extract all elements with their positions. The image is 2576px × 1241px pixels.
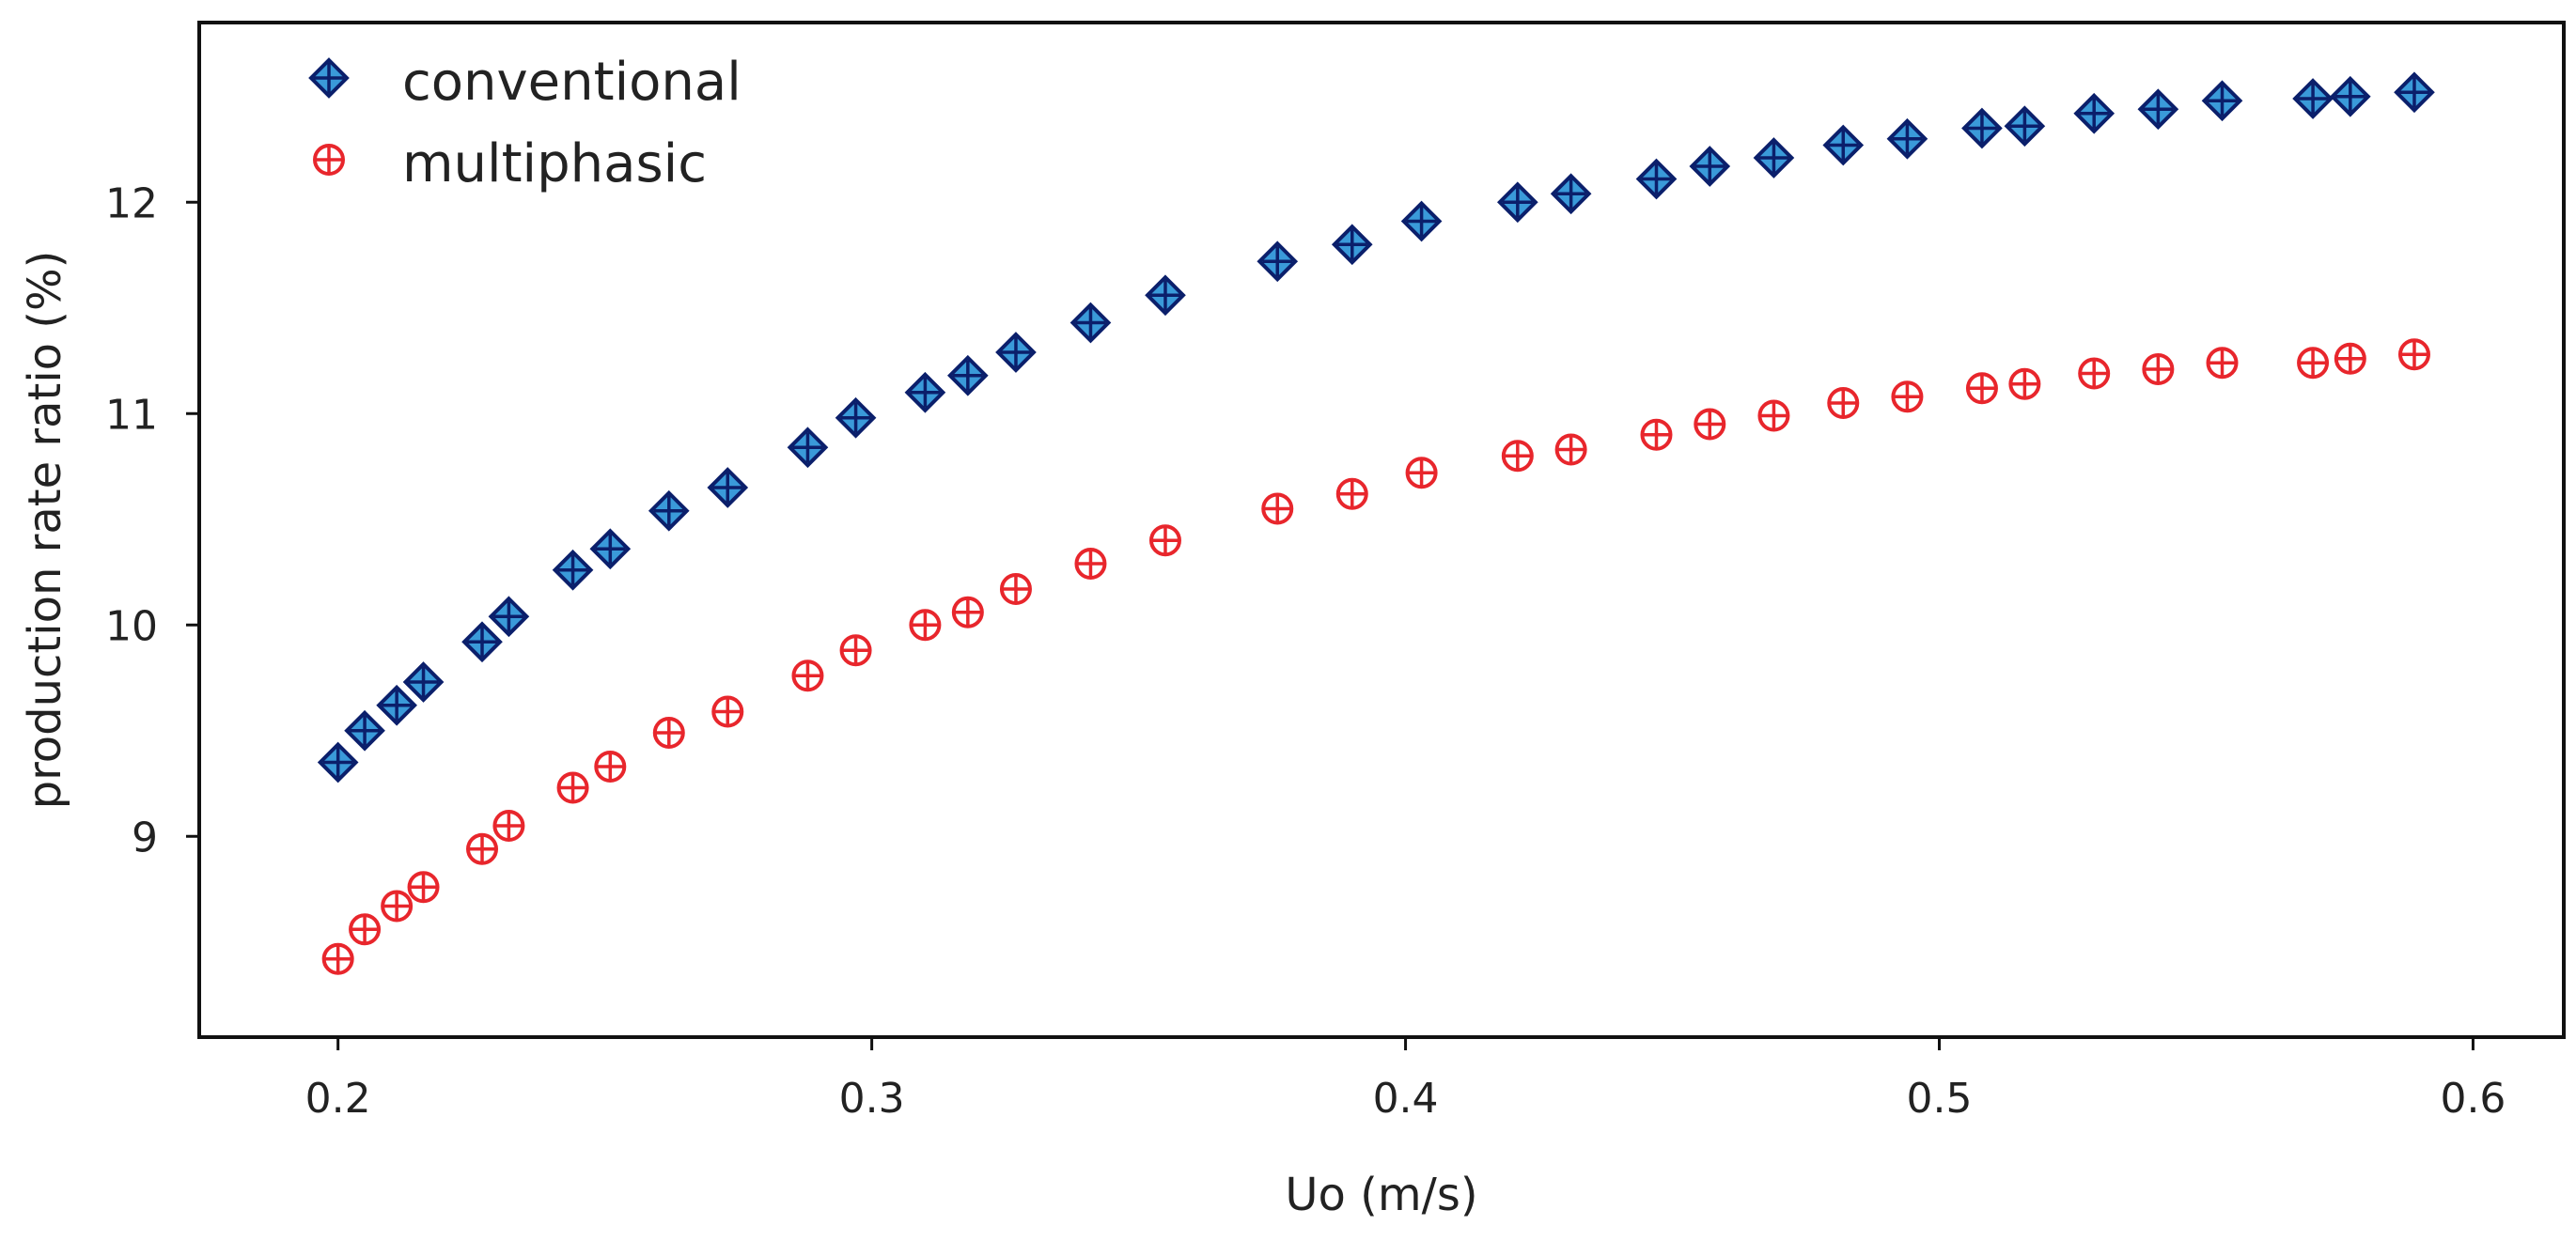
x-tick-label: 0.6 [2440, 1075, 2506, 1123]
legend-label-conventional: conventional [402, 52, 742, 113]
data-point-multiphasic [2397, 338, 2430, 371]
data-point-multiphasic [492, 810, 525, 842]
data-point-conventional [344, 709, 385, 752]
data-point-conventional [1496, 181, 1538, 224]
legend-label-multiphasic: multiphasic [402, 133, 707, 194]
data-point-conventional [2394, 71, 2435, 114]
legend-marker-multiphasic [313, 144, 345, 176]
data-point-multiphasic [652, 717, 685, 749]
data-point-multiphasic [791, 659, 824, 692]
data-point-multiphasic [321, 942, 354, 975]
data-point-conventional [1400, 200, 1443, 242]
x-axis-label: Uo (m/s) [1285, 1169, 1477, 1221]
data-points [317, 71, 2435, 975]
data-point-multiphasic [466, 832, 499, 865]
y-tick-label: 12 [105, 179, 158, 227]
data-point-conventional [317, 741, 359, 783]
plot-frame [197, 21, 2566, 1039]
data-point-conventional [1961, 107, 2003, 149]
data-point-conventional [1689, 146, 1731, 187]
data-point-conventional [2329, 75, 2371, 117]
x-tick-label: 0.3 [839, 1075, 905, 1123]
data-point-conventional [995, 332, 1037, 373]
data-point-multiphasic [1554, 433, 1587, 466]
data-point-conventional [2201, 80, 2243, 122]
data-point-conventional [376, 684, 417, 726]
data-point-conventional [648, 489, 690, 532]
series-conventional [317, 71, 2435, 783]
data-point-multiphasic [2297, 347, 2330, 380]
y-axis: 9 10 11 12 [105, 179, 199, 861]
data-point-conventional [2292, 78, 2334, 119]
x-tick-label: 0.5 [1907, 1075, 1973, 1123]
data-point-multiphasic [1891, 380, 1924, 413]
y-tick-label: 9 [132, 814, 158, 861]
data-point-conventional [402, 661, 445, 703]
data-point-multiphasic [1148, 524, 1181, 557]
data-point-multiphasic [839, 634, 872, 667]
data-point-multiphasic [1694, 408, 1726, 441]
data-point-multiphasic [381, 890, 414, 923]
data-point-multiphasic [2078, 357, 2111, 390]
data-point-multiphasic [2008, 367, 2041, 400]
data-point-multiphasic [1757, 399, 1790, 432]
data-point-multiphasic [349, 913, 382, 946]
data-point-conventional [1886, 117, 1928, 160]
x-tick-label: 0.4 [1373, 1075, 1439, 1123]
data-point-conventional [707, 467, 749, 508]
data-point-conventional [947, 354, 989, 396]
data-point-conventional [589, 528, 632, 570]
data-point-multiphasic [1965, 372, 1998, 405]
x-tick-label: 0.2 [305, 1075, 371, 1123]
data-point-multiphasic [1501, 440, 1534, 473]
data-point-conventional [2004, 105, 2046, 147]
data-point-conventional [461, 621, 503, 663]
legend-marker-symbol [308, 57, 350, 99]
data-point-multiphasic [1074, 548, 1107, 580]
data-point-multiphasic [711, 695, 744, 728]
data-point-conventional [787, 427, 829, 469]
legend: conventional multiphasic [308, 52, 742, 194]
series-multiphasic [321, 338, 2430, 975]
legend-marker-symbol [313, 144, 345, 176]
data-point-conventional [1822, 124, 1865, 166]
y-axis-label: production rate ratio (%) [19, 251, 71, 810]
data-point-multiphasic [1405, 457, 1438, 489]
y-tick-label: 10 [105, 602, 158, 650]
data-point-conventional [2073, 92, 2115, 134]
x-axis: 0.2 0.3 0.4 0.5 0.6 [305, 1037, 2506, 1123]
data-point-multiphasic [556, 771, 589, 804]
data-point-conventional [1550, 173, 1592, 215]
data-point-multiphasic [951, 596, 984, 628]
data-point-conventional [1753, 137, 1795, 178]
data-point-conventional [1257, 240, 1299, 283]
data-point-conventional [1069, 302, 1112, 344]
data-point-multiphasic [1640, 418, 1673, 451]
data-point-multiphasic [1261, 492, 1294, 525]
data-point-multiphasic [2142, 353, 2175, 385]
data-point-multiphasic [1827, 387, 1860, 419]
data-point-conventional [488, 596, 530, 638]
legend-marker-conventional [308, 57, 350, 99]
data-point-multiphasic [2206, 347, 2239, 380]
data-point-conventional [552, 549, 594, 591]
y-tick-label: 11 [105, 391, 158, 439]
data-point-multiphasic [909, 609, 942, 642]
data-point-multiphasic [594, 751, 627, 783]
data-point-conventional [1145, 274, 1186, 317]
data-point-multiphasic [407, 871, 440, 904]
data-point-conventional [1331, 224, 1373, 266]
data-point-conventional [1635, 158, 1678, 200]
data-point-multiphasic [2334, 342, 2366, 375]
data-point-multiphasic [1335, 477, 1368, 510]
data-point-multiphasic [999, 573, 1032, 605]
data-point-conventional [904, 371, 946, 413]
data-point-conventional [2137, 88, 2179, 131]
data-point-conventional [835, 396, 877, 439]
